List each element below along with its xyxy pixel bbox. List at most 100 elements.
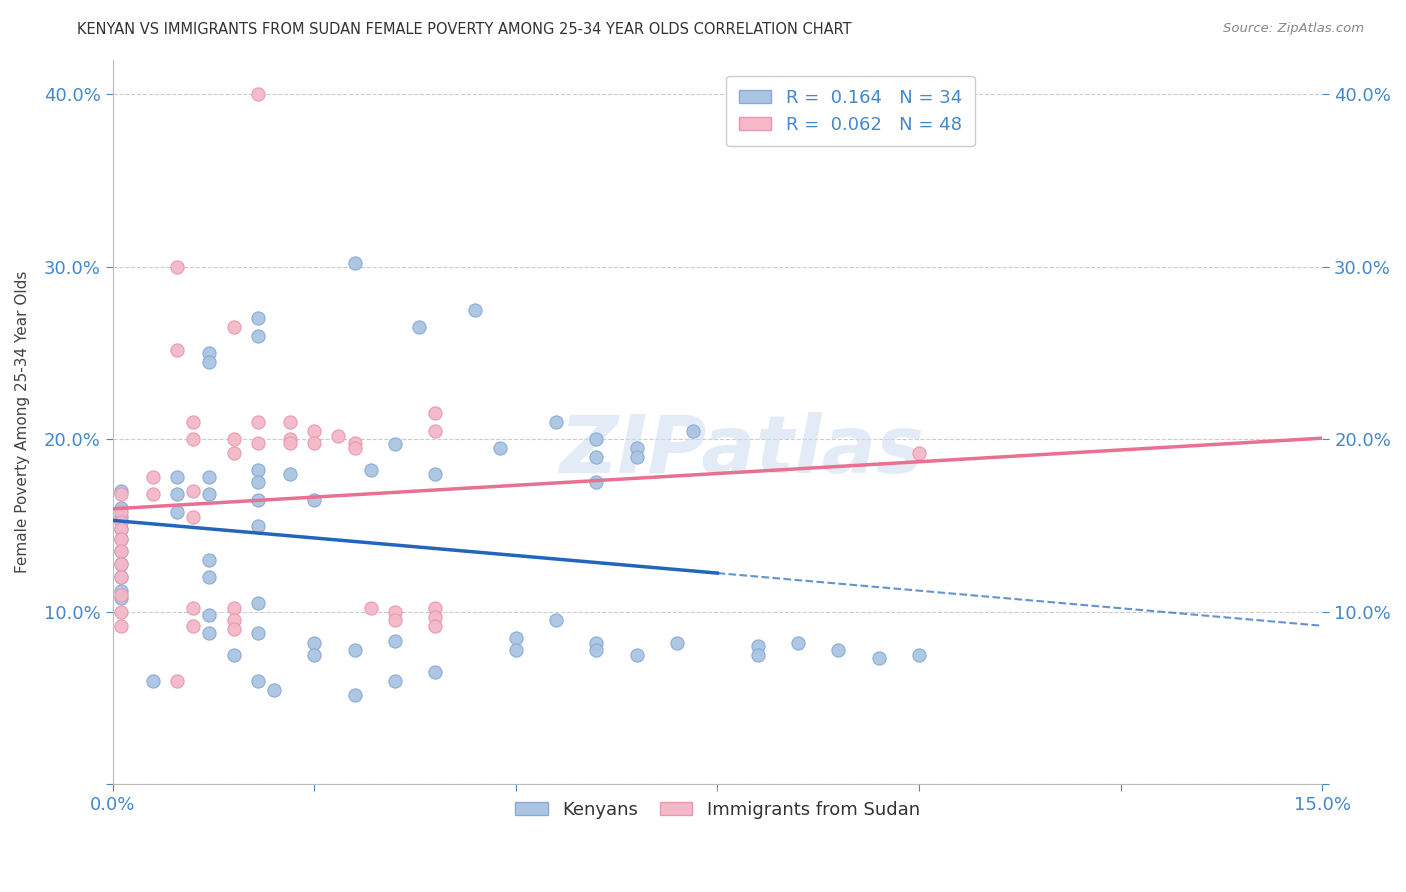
Point — [222, 432, 245, 446]
Point — [246, 518, 269, 533]
Point — [222, 601, 245, 615]
Point — [110, 544, 132, 558]
Point — [328, 429, 350, 443]
Point — [343, 435, 366, 450]
Point — [360, 601, 382, 615]
Point — [278, 467, 301, 481]
Point — [110, 557, 132, 571]
Point — [142, 673, 165, 688]
Point — [343, 688, 366, 702]
Point — [263, 682, 285, 697]
Point — [110, 570, 132, 584]
Point — [246, 463, 269, 477]
Point — [246, 625, 269, 640]
Text: KENYAN VS IMMIGRANTS FROM SUDAN FEMALE POVERTY AMONG 25-34 YEAR OLDS CORRELATION: KENYAN VS IMMIGRANTS FROM SUDAN FEMALE P… — [77, 22, 852, 37]
Point — [278, 435, 301, 450]
Point — [585, 636, 607, 650]
Point — [246, 415, 269, 429]
Point — [198, 470, 221, 484]
Point — [302, 424, 325, 438]
Point — [142, 470, 165, 484]
Point — [222, 614, 245, 628]
Point — [626, 648, 648, 662]
Point — [868, 651, 890, 665]
Point — [546, 415, 568, 429]
Point — [278, 415, 301, 429]
Point — [666, 636, 689, 650]
Point — [166, 673, 188, 688]
Point — [278, 432, 301, 446]
Point — [198, 487, 221, 501]
Point — [302, 435, 325, 450]
Point — [110, 557, 132, 571]
Point — [246, 328, 269, 343]
Point — [425, 424, 447, 438]
Point — [198, 553, 221, 567]
Point — [181, 483, 204, 498]
Point — [626, 441, 648, 455]
Point — [747, 648, 769, 662]
Text: ZIPatlas: ZIPatlas — [560, 412, 924, 490]
Point — [166, 470, 188, 484]
Point — [198, 625, 221, 640]
Point — [222, 320, 245, 334]
Point — [747, 640, 769, 654]
Point — [110, 591, 132, 605]
Point — [302, 636, 325, 650]
Point — [787, 636, 810, 650]
Point — [585, 475, 607, 490]
Point — [246, 87, 269, 102]
Point — [110, 522, 132, 536]
Point — [198, 570, 221, 584]
Point — [142, 487, 165, 501]
Point — [360, 463, 382, 477]
Point — [384, 673, 406, 688]
Point — [181, 510, 204, 524]
Point — [110, 501, 132, 516]
Point — [222, 622, 245, 636]
Point — [166, 487, 188, 501]
Point — [464, 302, 486, 317]
Point — [110, 483, 132, 498]
Point — [302, 648, 325, 662]
Point — [408, 320, 430, 334]
Point — [425, 665, 447, 680]
Point — [682, 424, 704, 438]
Point — [246, 475, 269, 490]
Point — [110, 515, 132, 529]
Point — [488, 441, 510, 455]
Point — [110, 544, 132, 558]
Point — [505, 642, 527, 657]
Point — [384, 437, 406, 451]
Point — [246, 596, 269, 610]
Point — [585, 450, 607, 464]
Point — [110, 588, 132, 602]
Point — [585, 432, 607, 446]
Point — [827, 642, 849, 657]
Text: Source: ZipAtlas.com: Source: ZipAtlas.com — [1223, 22, 1364, 36]
Point — [246, 311, 269, 326]
Point — [626, 450, 648, 464]
Point — [425, 618, 447, 632]
Point — [110, 584, 132, 599]
Point — [110, 487, 132, 501]
Point — [505, 631, 527, 645]
Point — [181, 618, 204, 632]
Point — [198, 346, 221, 360]
Point — [425, 610, 447, 624]
Point — [166, 343, 188, 357]
Point — [181, 415, 204, 429]
Point — [110, 533, 132, 547]
Point — [425, 601, 447, 615]
Point — [198, 354, 221, 368]
Point — [110, 570, 132, 584]
Y-axis label: Female Poverty Among 25-34 Year Olds: Female Poverty Among 25-34 Year Olds — [15, 271, 30, 574]
Point — [908, 446, 931, 460]
Point — [384, 634, 406, 648]
Point — [110, 510, 132, 524]
Point — [343, 441, 366, 455]
Point — [166, 505, 188, 519]
Point — [110, 522, 132, 536]
Point — [246, 673, 269, 688]
Point — [343, 642, 366, 657]
